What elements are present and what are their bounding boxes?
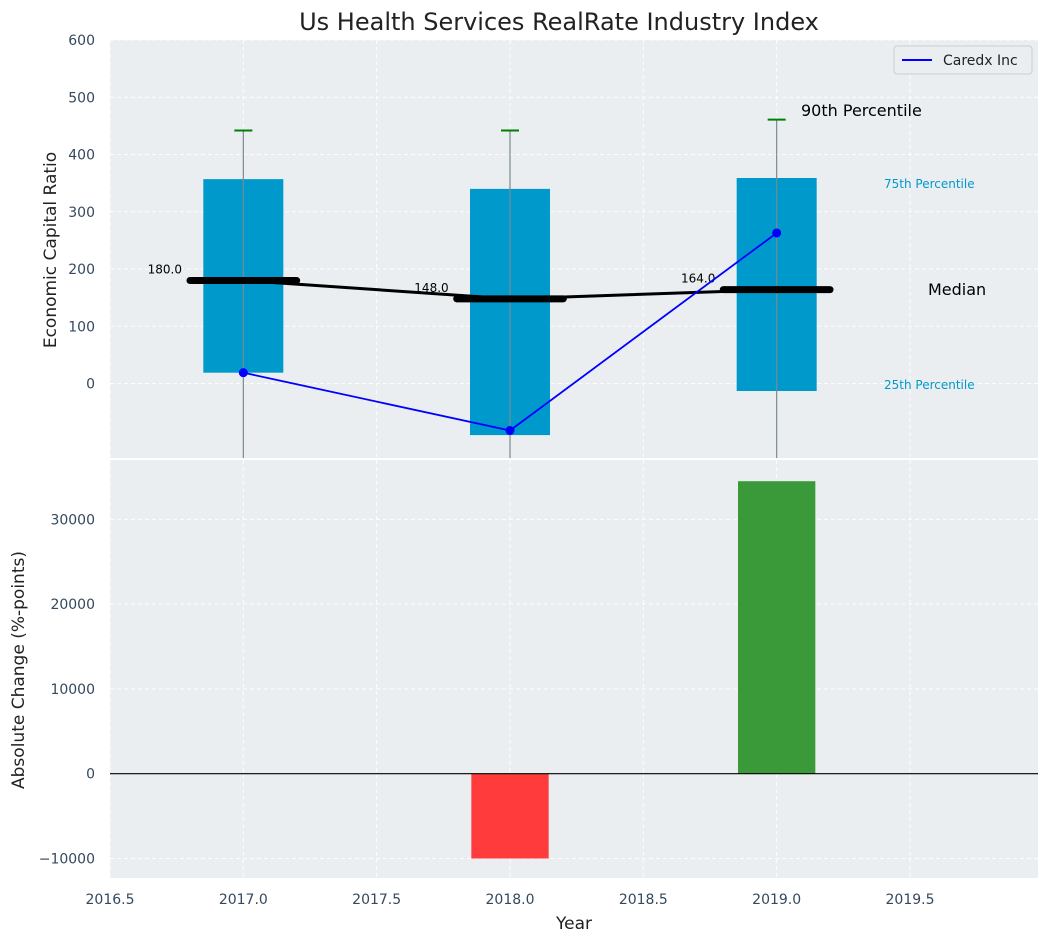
legend-box [893,45,1033,75]
median-value-label: 148.0 [414,281,448,295]
top-y-tick-label: 0 [86,377,95,393]
x-axis-label: Year [555,914,592,934]
x-tick-label: 2018.0 [486,892,535,908]
bottom-y-tick-label: 20000 [50,597,95,613]
bottom-y-tick-label: 30000 [50,512,95,528]
series-point-caredx [238,368,248,378]
annotation-25th: 25th Percentile [884,378,975,392]
change-bar [471,773,549,859]
chart-title: Us Health Services RealRate Industry Ind… [299,8,819,36]
top-y-tick-label: 100 [68,319,95,335]
bottom-y-tick-label: 0 [86,767,95,783]
legend: Caredx Inc [893,45,1033,75]
top-y-axis-label: Economic Capital Ratio [41,152,61,348]
legend-label: Caredx Inc [943,53,1018,69]
annotation-75th: 75th Percentile [884,177,975,191]
axis-ticks: 0 100 200 300 400 500 600 −10000 0 10000 20000 3000… [39,33,935,908]
top-y-tick-label: 200 [68,262,95,278]
bottom-plot-area [110,460,1038,878]
annotation-90th: 90th Percentile [801,101,922,120]
bottom-marks [110,481,1038,859]
x-tick-label: 2017.0 [219,892,268,908]
x-tick-label: 2017.5 [352,892,401,908]
bottom-y-tick-label: −10000 [39,851,95,867]
change-bar [738,481,816,774]
series-point-caredx [505,426,515,436]
median-value-label: 164.0 [681,272,715,286]
x-tick-label: 2019.0 [752,892,801,908]
bottom-y-axis-label: Absolute Change (%-points) [9,551,29,789]
median-value-label: 180.0 [148,262,182,276]
x-tick-label: 2018.5 [619,892,668,908]
top-y-tick-label: 400 [68,148,95,164]
x-tick-label: 2016.5 [86,892,135,908]
top-marks: 180.0 148.0 164.0 [148,118,834,458]
annotation-median: Median [928,280,986,299]
top-y-tick-label: 300 [68,205,95,221]
top-y-tick-label: 600 [68,33,95,49]
bottom-y-tick-label: 10000 [50,682,95,698]
top-y-tick-label: 500 [68,90,95,106]
series-point-caredx [772,228,782,238]
x-tick-label: 2019.5 [886,892,935,908]
